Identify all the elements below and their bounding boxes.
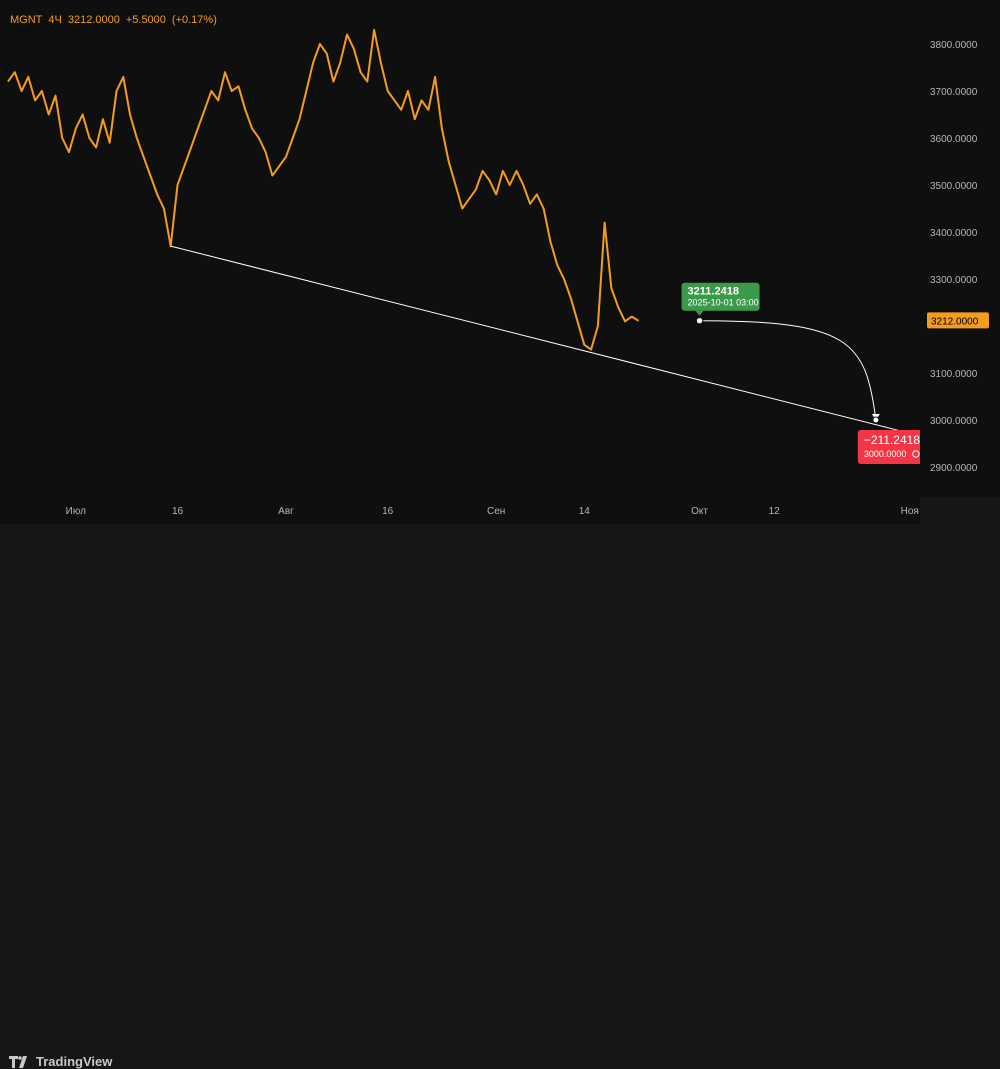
forecast-arc: [699, 320, 877, 421]
last-price-tag-box: [927, 312, 989, 329]
legend-change: +5.5000: [125, 14, 166, 26]
symbol-legend: MGNT 4Ч 3212.0000 +5.5000 (+0.17%): [10, 14, 223, 26]
price-tick-label: 3700.0000: [930, 87, 978, 98]
tradingview-icon: [9, 1055, 27, 1068]
trend-line: [170, 245, 906, 433]
forecast-target-dot: [872, 416, 880, 424]
time-tick-label: Сен: [487, 506, 505, 517]
price-tick-label: 3300.0000: [930, 275, 978, 286]
legend-interval[interactable]: 4Ч: [48, 14, 62, 26]
legend-close: 3212.0000: [67, 14, 120, 26]
time-tick-label: 16: [382, 506, 394, 517]
price-tick-label: 3600.0000: [930, 134, 978, 145]
last-price-tag: 3212.0000: [931, 316, 979, 327]
legend-symbol[interactable]: MGNT: [10, 14, 43, 26]
price-tick-label: 3400.0000: [930, 228, 978, 239]
target-change-label: −211.2418 (−6.58%) за 26д: [864, 433, 920, 447]
price-axis-labels[interactable]: 3800.0000 3700.0000 3600.0000 3500.0000 3400…: [920, 0, 1000, 497]
price-tick-label: 3800.0000: [930, 40, 978, 51]
time-tick-label: Июл: [66, 506, 86, 517]
price-tick-label: 3500.0000: [930, 181, 978, 192]
legend-change-pct: (+0.17%): [171, 14, 217, 26]
target-label-box: [857, 430, 920, 464]
price-tick-label: 2900.0000: [930, 463, 978, 474]
time-axis-labels[interactable]: Июл16Авг16Сен14Окт12Ноя12: [0, 497, 991, 524]
time-tick-label: Окт: [691, 506, 708, 517]
start-price-label: 3211.2418: [688, 286, 739, 298]
forecast-start-dot: [695, 317, 704, 325]
start-date-label: 2025-10-01 03:00: [688, 298, 759, 308]
price-axis[interactable]: 3800.0000 3700.0000 3600.0000 3500.0000 3400…: [920, 0, 1000, 497]
time-tick-label: 12: [769, 506, 781, 517]
target-price-label: 3000.0000: [864, 449, 907, 459]
time-tick-label: Ноя: [901, 506, 919, 517]
price-tick-label: 3000.0000: [930, 416, 978, 427]
target-clock-icon: [912, 450, 920, 458]
start-label-box: [681, 282, 760, 311]
time-axis[interactable]: Июл16Авг16Сен14Окт12Ноя12: [0, 497, 991, 524]
footer-bar: TradingView: [0, 524, 1000, 1069]
time-tick-label: 14: [579, 506, 591, 517]
price-line: [7, 28, 640, 351]
time-tick-label: 16: [172, 506, 184, 517]
tradingview-logo[interactable]: TradingView: [9, 1054, 112, 1069]
start-label-pointer: [695, 310, 704, 316]
price-tick-label: 3100.0000: [930, 369, 978, 380]
brand-name: TradingView: [36, 1054, 113, 1069]
time-tick-label: Авг: [278, 506, 294, 517]
